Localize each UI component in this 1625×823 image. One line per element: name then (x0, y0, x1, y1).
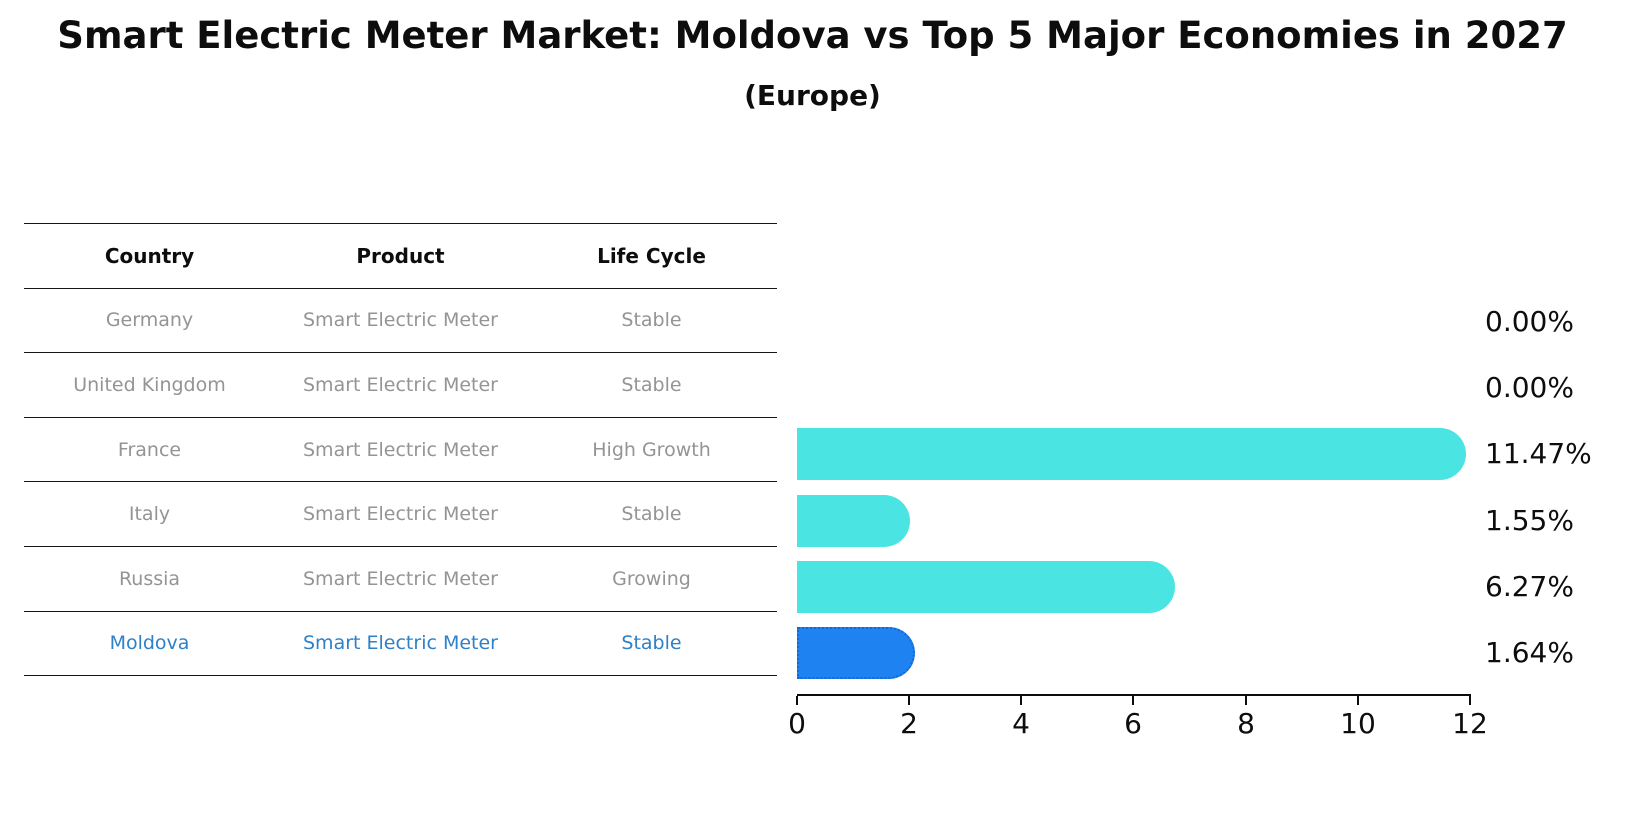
bar-russia (797, 561, 1175, 613)
x-axis-tick (1245, 696, 1247, 705)
table-row-moldova: Moldova Smart Electric Meter Stable (24, 612, 777, 677)
cell-product: Smart Electric Meter (303, 373, 498, 396)
cell-country: Russia (118, 567, 181, 590)
value-label-moldova: 1.64% (1485, 636, 1574, 669)
x-axis-tick-label: 8 (1237, 707, 1255, 740)
x-axis-tick (1020, 696, 1022, 705)
cell-life-cycle: Growing (612, 567, 691, 590)
x-axis-tick-label: 10 (1340, 707, 1376, 740)
cell-life-cycle: Stable (621, 632, 682, 655)
x-axis-tick (796, 696, 798, 705)
cell-life-cycle: Stable (621, 373, 682, 396)
x-axis-tick (1132, 696, 1134, 705)
chart-title: Smart Electric Meter Market: Moldova vs … (57, 14, 1568, 57)
x-axis-line (797, 694, 1471, 696)
cell-country: France (117, 438, 182, 461)
x-axis-tick (908, 696, 910, 705)
cell-product: Smart Electric Meter (303, 503, 498, 526)
bar-moldova-highlighted (797, 627, 915, 679)
x-axis-tick (1469, 696, 1471, 705)
column-header-country: Country (104, 243, 195, 268)
table-header-row: Country Product Life Cycle (24, 224, 777, 289)
cell-product: Smart Electric Meter (303, 567, 498, 590)
column-header-life-cycle: Life Cycle (597, 243, 706, 268)
bar-france (797, 428, 1467, 480)
table-row-united-kingdom: United Kingdom Smart Electric Meter Stab… (24, 353, 777, 418)
cell-life-cycle: Stable (621, 309, 682, 332)
value-label-russia: 6.27% (1485, 570, 1574, 603)
x-axis-tick-label: 2 (900, 707, 918, 740)
cell-country: Italy (128, 503, 171, 526)
x-axis-tick-label: 4 (1012, 707, 1030, 740)
cell-country: Moldova (109, 632, 190, 655)
x-axis-tick-label: 0 (788, 707, 806, 740)
cell-product: Smart Electric Meter (303, 438, 498, 461)
comparison-table: Country Product Life Cycle Germany Smart… (24, 223, 777, 677)
table-row-italy: Italy Smart Electric Meter Stable (24, 482, 777, 547)
table-row-russia: Russia Smart Electric Meter Growing (24, 547, 777, 612)
column-header-product: Product (356, 243, 445, 268)
x-axis-tick-label: 6 (1124, 707, 1142, 740)
x-axis-tick (1357, 696, 1359, 705)
cell-life-cycle: Stable (621, 503, 682, 526)
chart-subtitle: (Europe) (744, 79, 881, 112)
cell-country: United Kingdom (73, 373, 226, 396)
cell-country: Germany (105, 309, 194, 332)
value-label-italy: 1.55% (1485, 504, 1574, 537)
cell-product: Smart Electric Meter (303, 309, 498, 332)
table-row-france: France Smart Electric Meter High Growth (24, 418, 777, 483)
x-axis-tick-label: 12 (1452, 707, 1488, 740)
cell-life-cycle: High Growth (592, 438, 711, 461)
table-row-germany: Germany Smart Electric Meter Stable (24, 289, 777, 354)
value-label-united-kingdom: 0.00% (1485, 371, 1574, 404)
value-label-germany: 0.00% (1485, 305, 1574, 338)
bar-italy (797, 495, 910, 547)
cell-product: Smart Electric Meter (303, 632, 498, 655)
value-label-france: 11.47% (1485, 437, 1592, 470)
